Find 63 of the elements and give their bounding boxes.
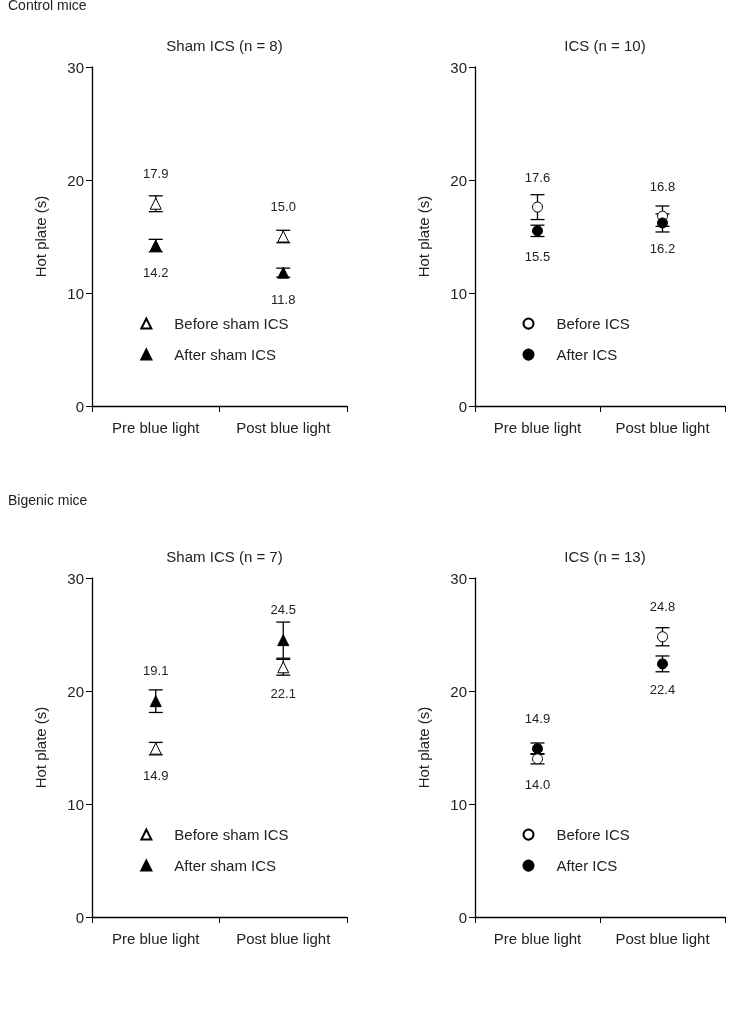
data-label: 17.6	[524, 169, 551, 185]
y-tick-label: 0	[75, 397, 84, 415]
data-label: 22.4	[649, 682, 676, 698]
data-label: 14.2	[143, 264, 169, 280]
y-tick-label: 10	[67, 795, 84, 813]
data-label: 24.5	[270, 602, 296, 618]
y-tick-label: 30	[67, 58, 84, 76]
legend-label: Before sham ICS	[174, 315, 289, 333]
y-axis-title: Hot plate (s)	[415, 706, 432, 789]
point	[657, 631, 668, 643]
chart-title: ICS (n = 13)	[564, 548, 646, 565]
data-label: 22.1	[270, 686, 296, 702]
x-tick-label: Post blue light	[615, 419, 711, 436]
y-tick-label: 20	[67, 682, 84, 700]
y-tick-label: 30	[450, 58, 467, 76]
point	[277, 634, 290, 647]
data-label: 19.1	[143, 663, 169, 679]
y-tick-label: 10	[450, 795, 467, 813]
text: Bigenic mice	[8, 492, 88, 508]
data-label: 16.2	[649, 241, 676, 257]
text: Control mice	[8, 0, 87, 13]
x-tick-label: Pre blue light	[493, 930, 583, 947]
y-tick-label: 20	[450, 171, 467, 189]
chart-title: Sham ICS (n = 7)	[166, 548, 283, 565]
y-tick-label: 30	[450, 569, 467, 587]
data-label: 11.8	[271, 291, 296, 307]
legend-label: After sham ICS	[174, 857, 277, 875]
data-label: 24.8	[649, 599, 676, 615]
chart-title: ICS (n = 10)	[564, 37, 646, 54]
y-axis-title: Hot plate (s)	[32, 195, 49, 278]
y-tick-label: 10	[67, 284, 84, 302]
x-tick-label: Post blue light	[615, 930, 711, 947]
y-tick-label: 0	[458, 397, 467, 415]
data-label: 14.0	[524, 777, 551, 793]
point	[532, 201, 543, 213]
legend-label: After ICS	[556, 346, 618, 364]
y-tick-label: 0	[75, 908, 84, 926]
y-tick-label: 0	[458, 908, 467, 926]
y-tick-label: 20	[67, 171, 84, 189]
point	[657, 217, 668, 229]
chart-title: Sham ICS (n = 8)	[166, 37, 283, 54]
data-label: 15.0	[270, 198, 296, 214]
data-label: 17.9	[143, 165, 169, 181]
data-label: 16.8	[649, 178, 676, 194]
x-tick-label: Pre blue light	[111, 930, 201, 947]
point	[149, 695, 162, 708]
y-axis-title: Hot plate (s)	[415, 195, 432, 278]
legend-label: Before ICS	[556, 826, 630, 844]
data-label: 15.5	[524, 249, 551, 265]
x-tick-label: Post blue light	[236, 419, 332, 436]
x-tick-label: Pre blue light	[493, 419, 583, 436]
y-axis-title: Hot plate (s)	[32, 706, 49, 789]
legend-label: After ICS	[556, 857, 618, 875]
data-label: 14.9	[524, 711, 551, 727]
legend-label: Before sham ICS	[174, 826, 289, 844]
y-tick-label: 10	[450, 284, 467, 302]
y-tick-label: 30	[67, 569, 84, 587]
x-tick-label: Post blue light	[236, 930, 332, 947]
y-tick-label: 20	[450, 682, 467, 700]
legend-label: After sham ICS	[174, 346, 277, 364]
legend-label: Before ICS	[556, 315, 630, 333]
x-tick-label: Pre blue light	[111, 419, 201, 436]
data-label: 14.9	[143, 767, 169, 783]
